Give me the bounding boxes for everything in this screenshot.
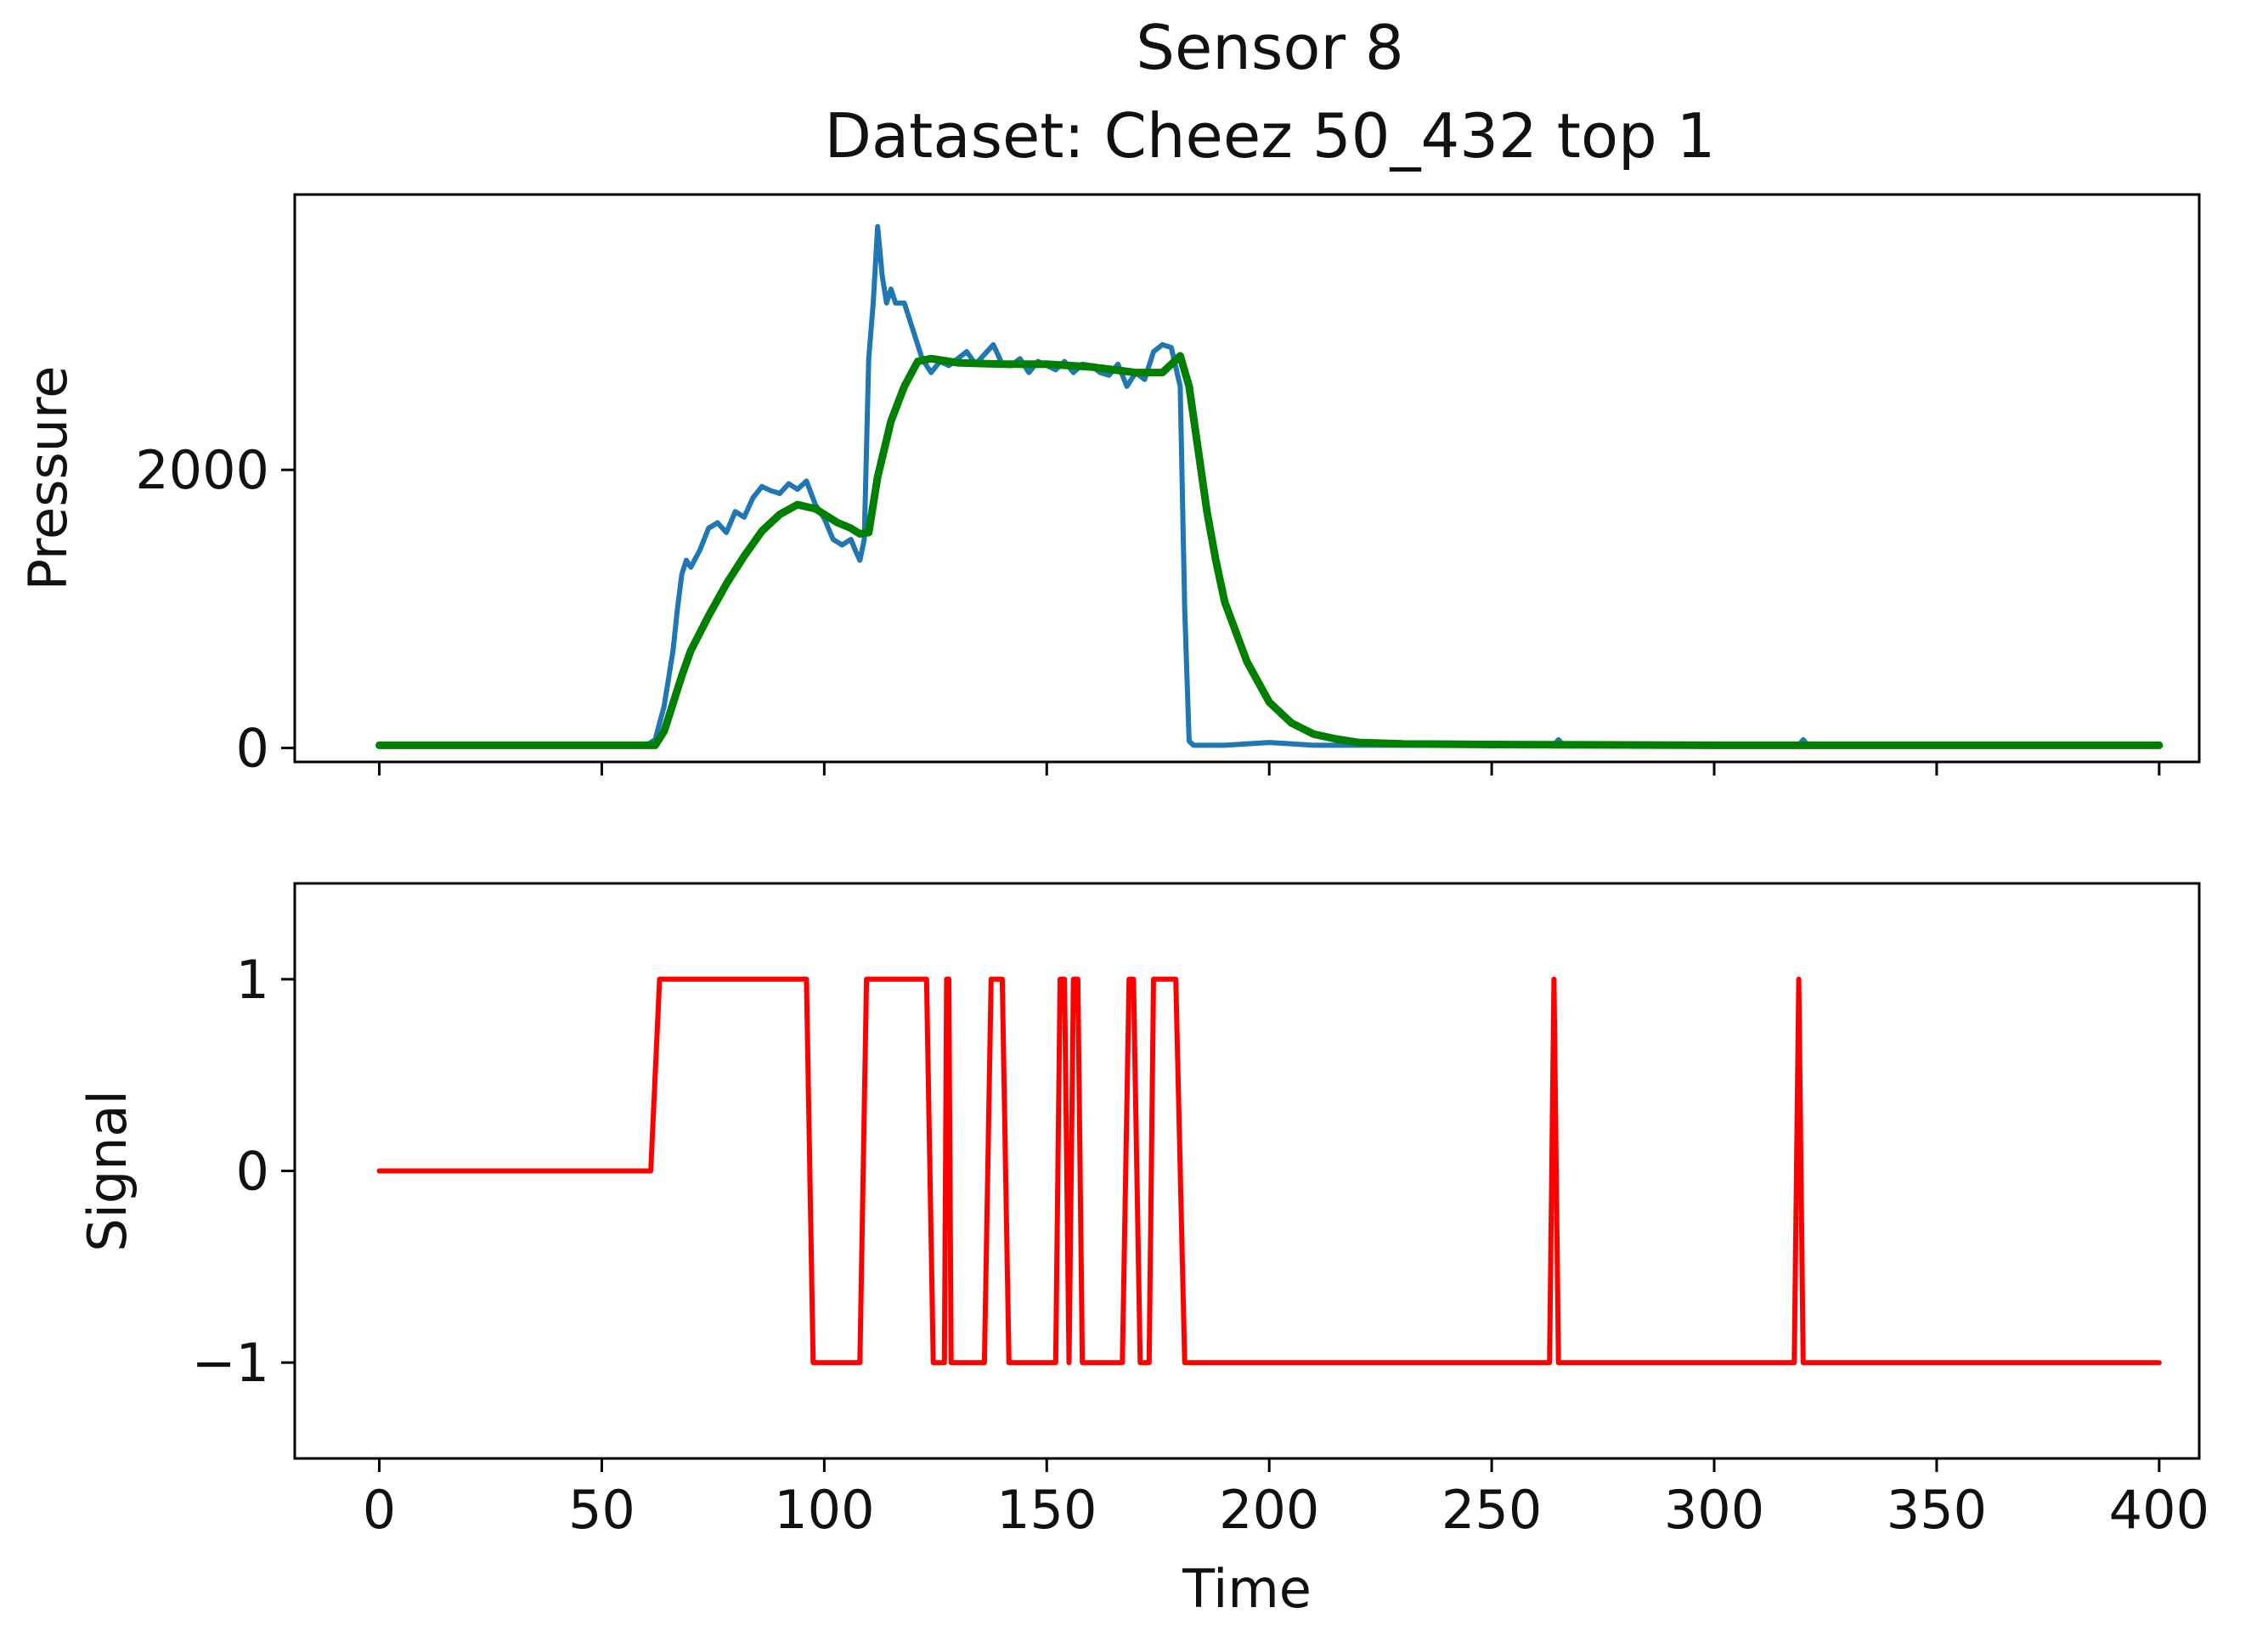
y-tick-label: 0 — [236, 1141, 269, 1203]
signal-subplot: 0 50 100 150 200 250 300 350 400 −1 0 1 Signal Time — [76, 882, 2209, 1620]
x-tick-label: 250 — [1441, 1479, 1542, 1541]
figure-title: Sensor 8 — [1136, 12, 1404, 83]
x-tick-label: 150 — [996, 1479, 1097, 1541]
x-axis-label: Time — [1182, 1558, 1312, 1620]
y-axis-label: Pressure — [17, 366, 79, 591]
x-tick-label: 300 — [1664, 1479, 1764, 1541]
figure-subtitle: Dataset: Cheez 50_432 top 1 — [824, 100, 1716, 172]
pressure-subplot: 0 2000 Pressure — [17, 193, 2201, 780]
y-tick-label: 1 — [236, 949, 269, 1011]
x-tick-label: 350 — [1887, 1479, 1987, 1541]
y-tick-label: 0 — [236, 718, 269, 780]
y-tick-label: −1 — [192, 1332, 269, 1394]
x-tick-label: 50 — [568, 1479, 635, 1541]
x-tick-label: 200 — [1219, 1479, 1319, 1541]
y-axis-label: Signal — [76, 1090, 138, 1251]
x-tick-label: 100 — [774, 1479, 874, 1541]
plot-frame — [293, 193, 2201, 764]
x-tick-label: 0 — [363, 1479, 396, 1541]
x-tick-label: 400 — [2109, 1479, 2209, 1541]
series-line-0-0 — [376, 223, 2162, 748]
y-tick-label: 2000 — [135, 439, 269, 501]
series-line-1-0 — [376, 976, 2162, 1366]
series-line-0-1 — [375, 352, 2164, 749]
